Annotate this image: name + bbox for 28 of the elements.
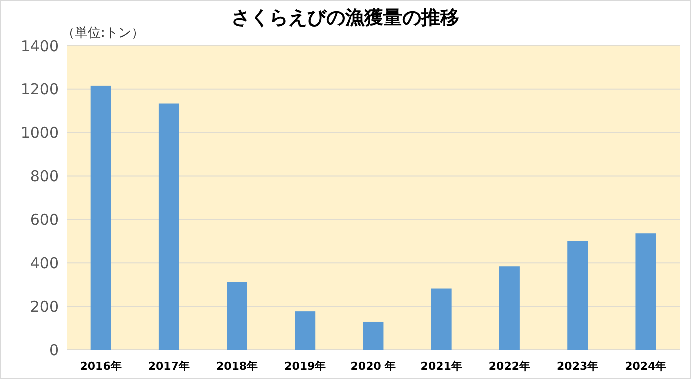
bar bbox=[431, 288, 452, 350]
bar bbox=[90, 86, 112, 350]
y-tick-label: 400 bbox=[30, 254, 59, 272]
x-tick-label: 2020 年 bbox=[350, 360, 396, 373]
bar bbox=[227, 282, 248, 350]
x-tick-label: 2018年 bbox=[216, 360, 258, 373]
y-tick-label: 1000 bbox=[20, 124, 59, 142]
bar bbox=[568, 241, 588, 350]
x-tick-label: 2022年 bbox=[488, 360, 531, 373]
y-tick-label: 1400 bbox=[20, 37, 59, 56]
x-tick-label: 2017年 bbox=[148, 360, 190, 373]
x-tick-label: 2024年 bbox=[625, 360, 667, 373]
bar bbox=[363, 322, 384, 350]
bar bbox=[500, 266, 520, 350]
y-axis-title: （単位:トン） bbox=[62, 26, 144, 41]
x-tick-label: 2019年 bbox=[284, 360, 326, 373]
y-tick-label: 800 bbox=[30, 168, 59, 186]
bar bbox=[295, 312, 316, 350]
bar bbox=[636, 234, 656, 350]
y-tick-label: 200 bbox=[30, 298, 59, 316]
y-tick-label: 0 bbox=[49, 341, 59, 360]
x-tick-label: 2021年 bbox=[420, 360, 462, 373]
bar bbox=[158, 104, 180, 350]
x-tick-label: 2016年 bbox=[80, 360, 122, 373]
x-tick-label: 2023年 bbox=[557, 360, 599, 373]
chart-title: さくらえびの漁獲量の推移 bbox=[232, 7, 460, 29]
y-tick-label: 1200 bbox=[20, 80, 59, 99]
y-tick-label: 600 bbox=[30, 210, 59, 229]
